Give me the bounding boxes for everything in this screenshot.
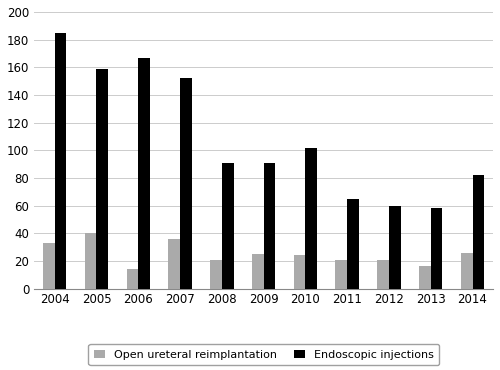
- Bar: [430, 208, 442, 289]
- Bar: [472, 175, 484, 289]
- Bar: [336, 259, 347, 289]
- Bar: [222, 163, 234, 289]
- Bar: [378, 259, 389, 289]
- Legend: Open ureteral reimplantation, Endoscopic injections: Open ureteral reimplantation, Endoscopic…: [88, 344, 439, 365]
- Bar: [180, 78, 192, 289]
- Bar: [264, 163, 276, 289]
- Bar: [85, 233, 96, 289]
- Bar: [168, 239, 180, 289]
- Bar: [43, 243, 54, 289]
- Bar: [306, 148, 317, 289]
- Bar: [54, 33, 66, 289]
- Bar: [461, 253, 472, 289]
- Bar: [419, 266, 430, 289]
- Bar: [138, 58, 150, 289]
- Bar: [126, 269, 138, 289]
- Bar: [252, 254, 264, 289]
- Bar: [294, 255, 306, 289]
- Bar: [96, 69, 108, 289]
- Bar: [210, 259, 222, 289]
- Bar: [347, 199, 359, 289]
- Bar: [389, 206, 400, 289]
